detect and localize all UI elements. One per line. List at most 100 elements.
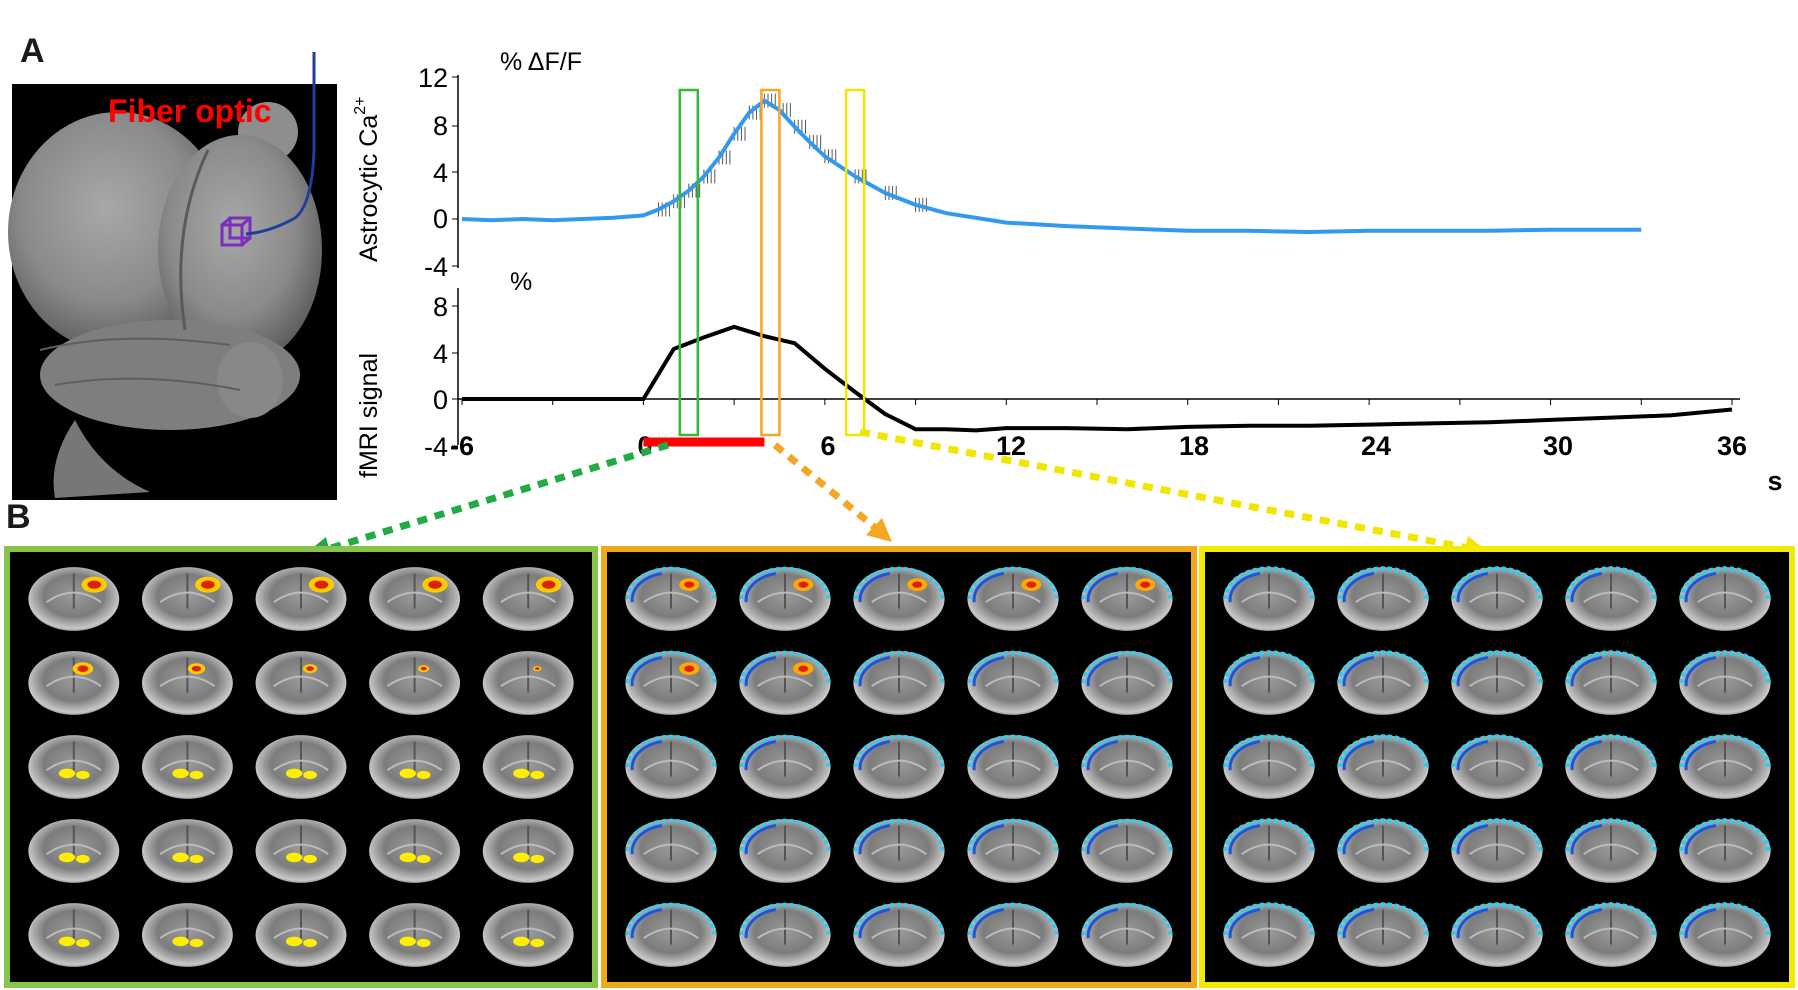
brain-slice (1451, 650, 1543, 715)
deactivation-core (972, 571, 1005, 603)
brain-slice (1679, 902, 1771, 967)
calcium-y-label-main: Astrocytic Ca (355, 115, 383, 262)
brain-slice (1451, 566, 1543, 631)
slice-corpus (757, 927, 813, 940)
activation-blob (58, 936, 76, 947)
activation-blob (172, 852, 189, 863)
deactivation-core (1086, 571, 1119, 603)
slice-corpus (871, 675, 927, 688)
brain-slice (1565, 650, 1657, 715)
slice-corpus (643, 759, 699, 772)
slice-corpus (1697, 759, 1753, 772)
brain-slice (28, 903, 120, 967)
activation-peak (306, 666, 314, 671)
slice-corpus (273, 759, 329, 772)
activation-peak (535, 667, 540, 670)
activation-blob (399, 936, 416, 947)
deactivation-core (744, 823, 777, 855)
deactivation-core (1228, 571, 1261, 603)
fmri-trace (462, 324, 1733, 433)
deactivation-core (1342, 655, 1375, 687)
deactivation-rim (1081, 818, 1173, 852)
brain-slice (1337, 818, 1429, 883)
fmri-x-tick-label: 12 (996, 431, 1026, 461)
brain-slice (739, 734, 831, 799)
deactivation-core (1342, 907, 1375, 939)
fmri-y-axis-label: fMRI signal (355, 353, 383, 478)
slice-corpus (1355, 759, 1411, 772)
calcium-unit-label: % ΔF/F (500, 48, 582, 76)
slice-corpus (757, 843, 813, 856)
deactivation-rim (967, 734, 1059, 768)
slice-corpus (1241, 591, 1297, 604)
brain-slice (1451, 818, 1543, 883)
deactivation-core (1086, 739, 1119, 771)
activation-peak (1140, 581, 1151, 588)
slice-corpus (386, 759, 443, 772)
brain-slice (1565, 566, 1657, 631)
activation-peak (541, 580, 556, 589)
fmri-x-tick-label: 6 (820, 431, 835, 461)
calcium-trace (461, 98, 1642, 235)
deactivation-rim (1565, 566, 1657, 600)
deactivation-rim (1451, 818, 1543, 852)
brain-render: Fiber optic (8, 52, 337, 500)
slice-corpus (1469, 843, 1525, 856)
deactivation-core (858, 655, 891, 687)
deactivation-core (1456, 571, 1489, 603)
activation-peak (1026, 581, 1037, 588)
deactivation-rim (739, 650, 831, 684)
slice-corpus (1583, 591, 1639, 604)
deactivation-core (1684, 571, 1717, 603)
deactivation-rim (1679, 818, 1771, 852)
slice-corpus (273, 675, 329, 688)
deactivation-core (1342, 739, 1375, 771)
brain-slice (967, 902, 1059, 967)
brain-slice (28, 567, 120, 631)
deactivation-core (1086, 907, 1119, 939)
deactivation-rim (967, 566, 1059, 600)
slice-corpus (1697, 591, 1753, 604)
arrow-late (859, 428, 1488, 560)
activation-blob (303, 770, 317, 780)
activation-peak (912, 581, 923, 588)
deactivation-core (1086, 655, 1119, 687)
brain-slice (369, 651, 461, 715)
brain-slice (369, 819, 461, 883)
slice-corpus (1697, 843, 1753, 856)
brain-slice (255, 819, 347, 883)
slice-corpus (1355, 927, 1411, 940)
slice-corpus (273, 927, 329, 940)
calcium-chart: 12 8 4 0 -4 % ΔF/F Astrocytic Ca2+ (352, 48, 1642, 282)
brain-slice (1337, 902, 1429, 967)
deactivation-rim (1337, 902, 1429, 936)
deactivation-rim (625, 650, 717, 684)
activation-peak (201, 580, 215, 589)
deactivation-core (1570, 907, 1603, 939)
brain-slice (141, 819, 233, 883)
brain-slice (482, 735, 574, 799)
activation-blob (530, 770, 545, 780)
activation-peak (77, 665, 89, 672)
calcium-y-tick-label: 8 (433, 111, 448, 141)
brain-slice (255, 651, 347, 715)
deactivation-core (858, 907, 891, 939)
activation-peak (87, 580, 102, 589)
slice-corpus (159, 759, 216, 772)
deactivation-core (972, 739, 1005, 771)
slice-corpus (1241, 843, 1297, 856)
slice-corpus (500, 759, 557, 772)
activation-blob (399, 852, 416, 863)
deactivation-rim (1337, 650, 1429, 684)
brain-slice (1679, 566, 1771, 631)
activation-blob (76, 770, 90, 780)
slice-corpus (871, 927, 927, 940)
deactivation-rim (1451, 650, 1543, 684)
slice-corpus (1583, 675, 1639, 688)
slice-corpus (1697, 927, 1753, 940)
deactivation-core (630, 907, 663, 939)
deactivation-core (744, 571, 777, 603)
activation-blob (530, 854, 545, 864)
slice-corpus (1099, 759, 1155, 772)
fmri-x-tick-label: 24 (1361, 431, 1391, 461)
